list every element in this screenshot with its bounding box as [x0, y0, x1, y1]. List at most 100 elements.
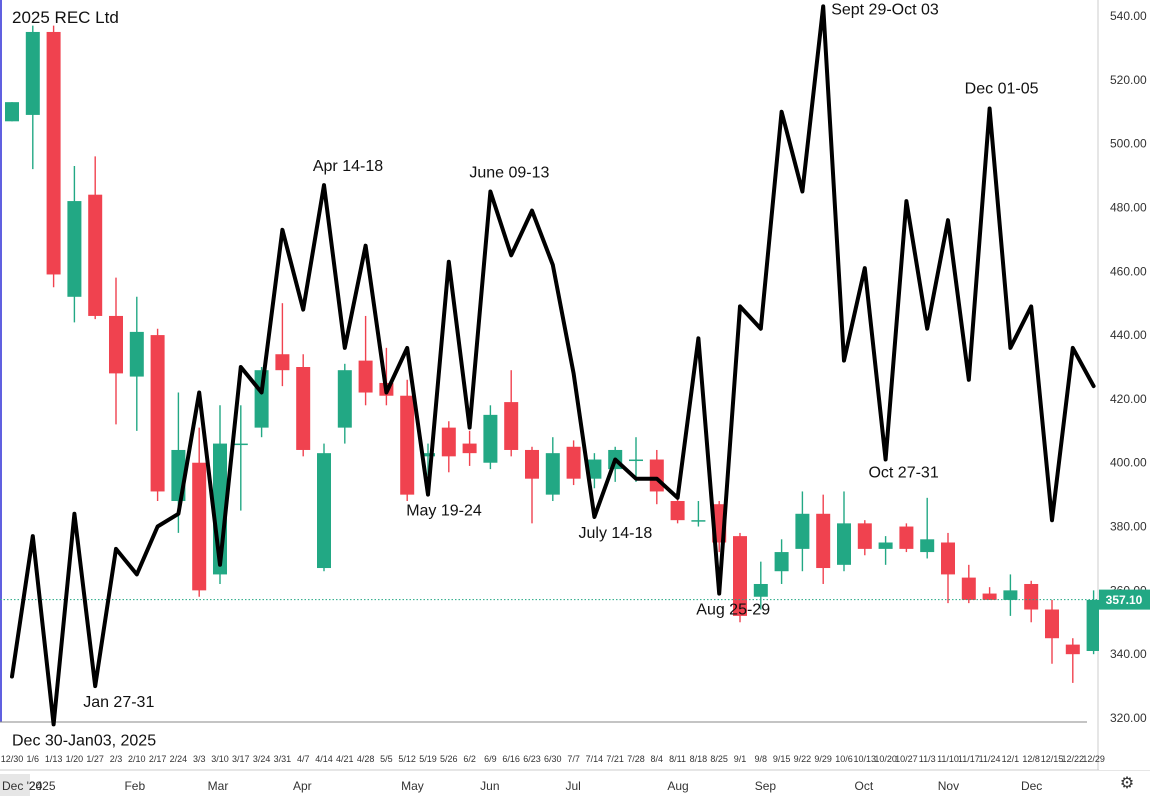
- candle-body: [857, 523, 872, 549]
- candle-body: [1003, 590, 1018, 600]
- candle-body: [109, 315, 123, 374]
- last-price-tag: [1099, 589, 1150, 610]
- x-week-label: 11/10: [937, 754, 959, 764]
- candle-body: [629, 459, 643, 462]
- x-week-label: 2/3: [110, 754, 123, 764]
- x-week-label: 10/27: [895, 754, 918, 764]
- chart-grid: [0, 0, 1150, 771]
- x-week-label: 9/8: [755, 754, 768, 764]
- y-tick-label: 520.00: [1110, 73, 1147, 87]
- x-week-label: 1/27: [86, 754, 104, 764]
- candle-body: [649, 459, 664, 492]
- x-week-label: 3/10: [211, 754, 229, 764]
- x-month-label: Jun: [480, 779, 499, 793]
- x-week-label: 2/24: [170, 754, 188, 764]
- x-week-label: 10/13: [854, 754, 877, 764]
- candle-body: [816, 513, 831, 569]
- x-week-label: 9/22: [794, 754, 812, 764]
- x-week-label: 12/8: [1022, 754, 1040, 764]
- x-month-label: May: [401, 779, 424, 793]
- x-week-label: 4/7: [297, 754, 310, 764]
- x-week-label: 5/19: [419, 754, 437, 764]
- candle-body: [691, 520, 706, 522]
- x-week-label: 4/21: [336, 754, 354, 764]
- x-week-label: 12/22: [1062, 754, 1085, 764]
- candle-body: [545, 453, 560, 495]
- annotation-label: Jan 27-31: [83, 694, 154, 711]
- y-tick-label: 480.00: [1110, 200, 1147, 214]
- y-tick-label: 320.00: [1110, 711, 1147, 725]
- candle-body: [88, 194, 103, 316]
- candle-body: [254, 370, 269, 428]
- candle-body: [1065, 644, 1080, 655]
- x-week-label: 5/5: [380, 754, 393, 764]
- candle-body: [150, 335, 165, 492]
- x-week-label: 3/31: [274, 754, 292, 764]
- x-week-label: 7/7: [567, 754, 580, 764]
- candle-body: [441, 427, 456, 457]
- x-week-label: 7/14: [586, 754, 604, 764]
- y-tick-label: 400.00: [1110, 456, 1147, 470]
- candle-body: [233, 443, 248, 446]
- candle-body: [25, 31, 40, 115]
- x-month-label: Aug: [667, 779, 688, 793]
- y-tick-label: 340.00: [1110, 647, 1147, 661]
- x-month-label: Mar: [208, 779, 229, 793]
- x-month-label: Nov: [938, 779, 959, 793]
- annotation-label: Dec 30-Jan03, 2025: [12, 732, 156, 749]
- candle-body: [920, 539, 935, 553]
- candlestick-series: [5, 25, 1101, 683]
- x-week-label: 8/25: [710, 754, 728, 764]
- candle-body: [504, 402, 519, 450]
- candle-body: [1024, 583, 1039, 610]
- annotation-label: Oct 27-31: [868, 465, 938, 482]
- x-week-label: 1/6: [27, 754, 40, 764]
- x-week-label: 9/1: [734, 754, 747, 764]
- x-week-label: 5/12: [398, 754, 416, 764]
- current-month-highlight: [0, 774, 30, 796]
- x-week-label: 9/29: [814, 754, 832, 764]
- x-week-label: 1/20: [66, 754, 84, 764]
- candle-body: [899, 526, 914, 549]
- candle-body: [483, 414, 498, 463]
- x-week-label: 6/9: [484, 754, 497, 764]
- x-week-label: 6/23: [523, 754, 541, 764]
- y-tick-label: 540.00: [1110, 9, 1147, 23]
- x-week-label: 2/17: [149, 754, 167, 764]
- x-week-label: 11/17: [958, 754, 980, 764]
- x-week-label: 8/11: [669, 754, 686, 764]
- candle-body: [462, 443, 477, 454]
- candle-body: [296, 367, 311, 450]
- x-month-label: Sep: [755, 779, 777, 793]
- candle-body: [337, 370, 352, 428]
- overlay-line: [10, 4, 1096, 727]
- chart-title: 2025 REC Ltd: [12, 8, 119, 27]
- weekly-overlay-series: [10, 4, 1096, 727]
- gear-icon[interactable]: ⚙: [1119, 773, 1135, 792]
- candle-body: [795, 513, 810, 549]
- x-axis[interactable]: 12/30 1/6 1/13 1/20 1/27 2/3 2/10 2/17 2/24 3/3 3/…: [0, 754, 1105, 796]
- x-week-label: 3/3: [193, 754, 206, 764]
- x-month-label: Jul: [565, 779, 580, 793]
- candle-body: [670, 501, 685, 521]
- y-tick-label: 420.00: [1110, 392, 1147, 406]
- candle-body: [129, 331, 144, 377]
- x-week-label: 8/18: [690, 754, 708, 764]
- candle-body: [46, 31, 61, 275]
- candle-body: [317, 453, 331, 569]
- y-axis-background: [1099, 0, 1150, 770]
- candle-body: [400, 395, 415, 495]
- candle-body: [566, 446, 581, 479]
- x-week-label: 9/15: [773, 754, 791, 764]
- y-axis[interactable]: 320.00340.00360.00380.00400.00420.00440.…: [1099, 0, 1150, 770]
- annotation-label: Sept 29-Oct 03: [831, 1, 939, 18]
- x-month-label: Dec '24: [2, 779, 43, 793]
- candle-body: [275, 354, 290, 371]
- x-week-label: 10/6: [835, 754, 853, 764]
- candle-body: [941, 542, 955, 575]
- x-month-label: Feb: [124, 779, 145, 793]
- x-week-label: 12/15: [1041, 754, 1064, 764]
- candle-body: [837, 523, 851, 565]
- candle-body: [878, 542, 893, 549]
